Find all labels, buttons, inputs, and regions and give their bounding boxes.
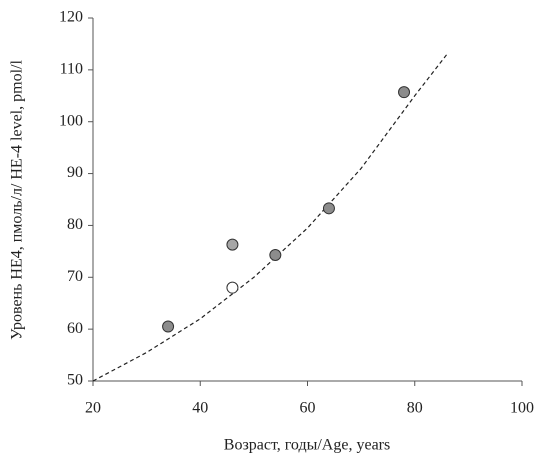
y-tick-label: 100 [59, 112, 83, 129]
point [226, 238, 239, 251]
y-tick-label: 110 [60, 61, 83, 78]
y-tick-label: 120 [59, 9, 83, 26]
trend-line [92, 53, 448, 382]
point [162, 320, 175, 333]
x-tick-label: 100 [510, 400, 534, 417]
x-tick-label: 40 [192, 400, 208, 417]
x-axis-label: Возраст, годы/Age, years [224, 437, 390, 454]
point [322, 202, 335, 215]
y-tick-label: 60 [67, 320, 83, 337]
y-tick-label: 80 [67, 216, 83, 233]
point [269, 248, 282, 261]
point [226, 281, 239, 294]
point [398, 86, 411, 99]
x-tick-label: 80 [407, 400, 423, 417]
y-tick-label: 90 [67, 164, 83, 181]
y-tick-label: 70 [67, 268, 83, 285]
x-tick-label: 60 [300, 400, 316, 417]
y-axis-label: Уровень HE4, пмоль/л/ HE-4 level, pmol/l [9, 60, 26, 340]
y-tick-label: 50 [67, 372, 83, 389]
x-tick-label: 20 [85, 400, 101, 417]
